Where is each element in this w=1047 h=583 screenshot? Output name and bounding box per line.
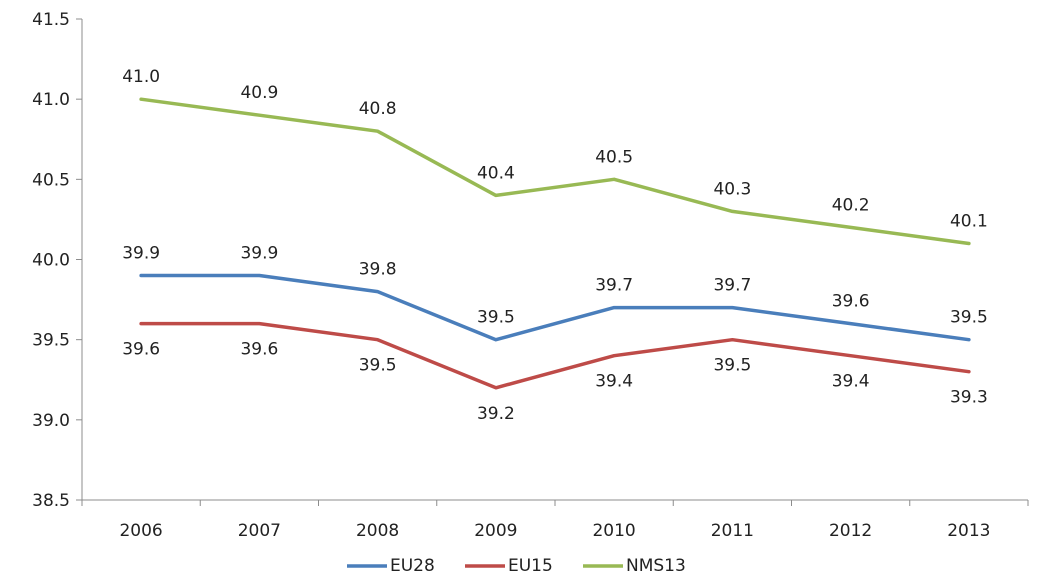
data-label-eu15: 39.5 bbox=[359, 356, 397, 376]
x-tick-label: 2007 bbox=[238, 521, 281, 541]
data-label-eu15: 39.2 bbox=[477, 404, 515, 424]
data-label-eu15: 39.6 bbox=[122, 340, 160, 360]
y-tick-label: 41.5 bbox=[32, 10, 70, 30]
data-label-eu15: 39.4 bbox=[595, 372, 633, 392]
data-label-eu15: 39.3 bbox=[950, 388, 988, 408]
data-label-nms13: 40.8 bbox=[359, 99, 397, 119]
y-tick-label: 39.0 bbox=[32, 411, 70, 431]
x-tick-label: 2008 bbox=[356, 521, 399, 541]
x-tick-label: 2009 bbox=[474, 521, 517, 541]
data-label-nms13: 40.3 bbox=[713, 179, 751, 199]
y-axis-ticks: 38.5 39.0 39.5 40.0 40.5 41.0 41.5 bbox=[32, 10, 82, 511]
data-label-eu15: 39.6 bbox=[240, 340, 278, 360]
x-tick-label: 2012 bbox=[829, 521, 872, 541]
series-line-nms13 bbox=[139, 97, 971, 246]
data-label-nms13: 40.1 bbox=[950, 211, 988, 231]
series-line-eu28 bbox=[139, 273, 971, 342]
chart-axes bbox=[81, 19, 1028, 501]
data-label-nms13: 40.2 bbox=[832, 195, 870, 215]
data-label-eu28: 39.5 bbox=[477, 308, 515, 328]
data-label-eu28: 39.7 bbox=[595, 276, 633, 296]
x-tick-label: 2006 bbox=[119, 521, 162, 541]
y-tick-label: 38.5 bbox=[32, 491, 70, 511]
x-tick-label: 2010 bbox=[592, 521, 635, 541]
y-tick-label: 41.0 bbox=[32, 90, 70, 110]
data-label-eu15: 39.4 bbox=[832, 372, 870, 392]
legend-label-eu15: EU15 bbox=[508, 556, 553, 576]
data-label-eu15: 39.5 bbox=[713, 356, 751, 376]
y-tick-label: 40.5 bbox=[32, 170, 70, 190]
legend-label-eu28: EU28 bbox=[390, 556, 435, 576]
data-label-eu28: 39.9 bbox=[122, 244, 160, 264]
chart-data-labels: 39.9 39.9 39.8 39.5 39.7 39.7 39.6 39.5 39.6 39.6… bbox=[122, 67, 988, 424]
data-label-nms13: 41.0 bbox=[122, 67, 160, 87]
chart-legend: EU28 EU15 NMS13 bbox=[347, 556, 686, 576]
data-label-nms13: 40.5 bbox=[595, 147, 633, 167]
data-label-eu28: 39.9 bbox=[240, 244, 278, 264]
data-label-eu28: 39.8 bbox=[359, 260, 397, 280]
x-tick-label: 2011 bbox=[711, 521, 754, 541]
y-tick-label: 40.0 bbox=[32, 251, 70, 271]
data-label-eu28: 39.5 bbox=[950, 308, 988, 328]
x-tick-label: 2013 bbox=[947, 521, 990, 541]
data-label-nms13: 40.9 bbox=[240, 83, 278, 103]
data-label-nms13: 40.4 bbox=[477, 163, 515, 183]
y-tick-label: 39.5 bbox=[32, 331, 70, 351]
data-label-eu28: 39.7 bbox=[713, 276, 751, 296]
chart-series bbox=[139, 97, 971, 390]
legend-label-nms13: NMS13 bbox=[626, 556, 686, 576]
series-line-eu15 bbox=[139, 321, 971, 390]
x-axis-ticks: 2006 2007 2008 2009 2010 2011 2012 2013 bbox=[81, 500, 1029, 541]
data-label-eu28: 39.6 bbox=[832, 292, 870, 312]
